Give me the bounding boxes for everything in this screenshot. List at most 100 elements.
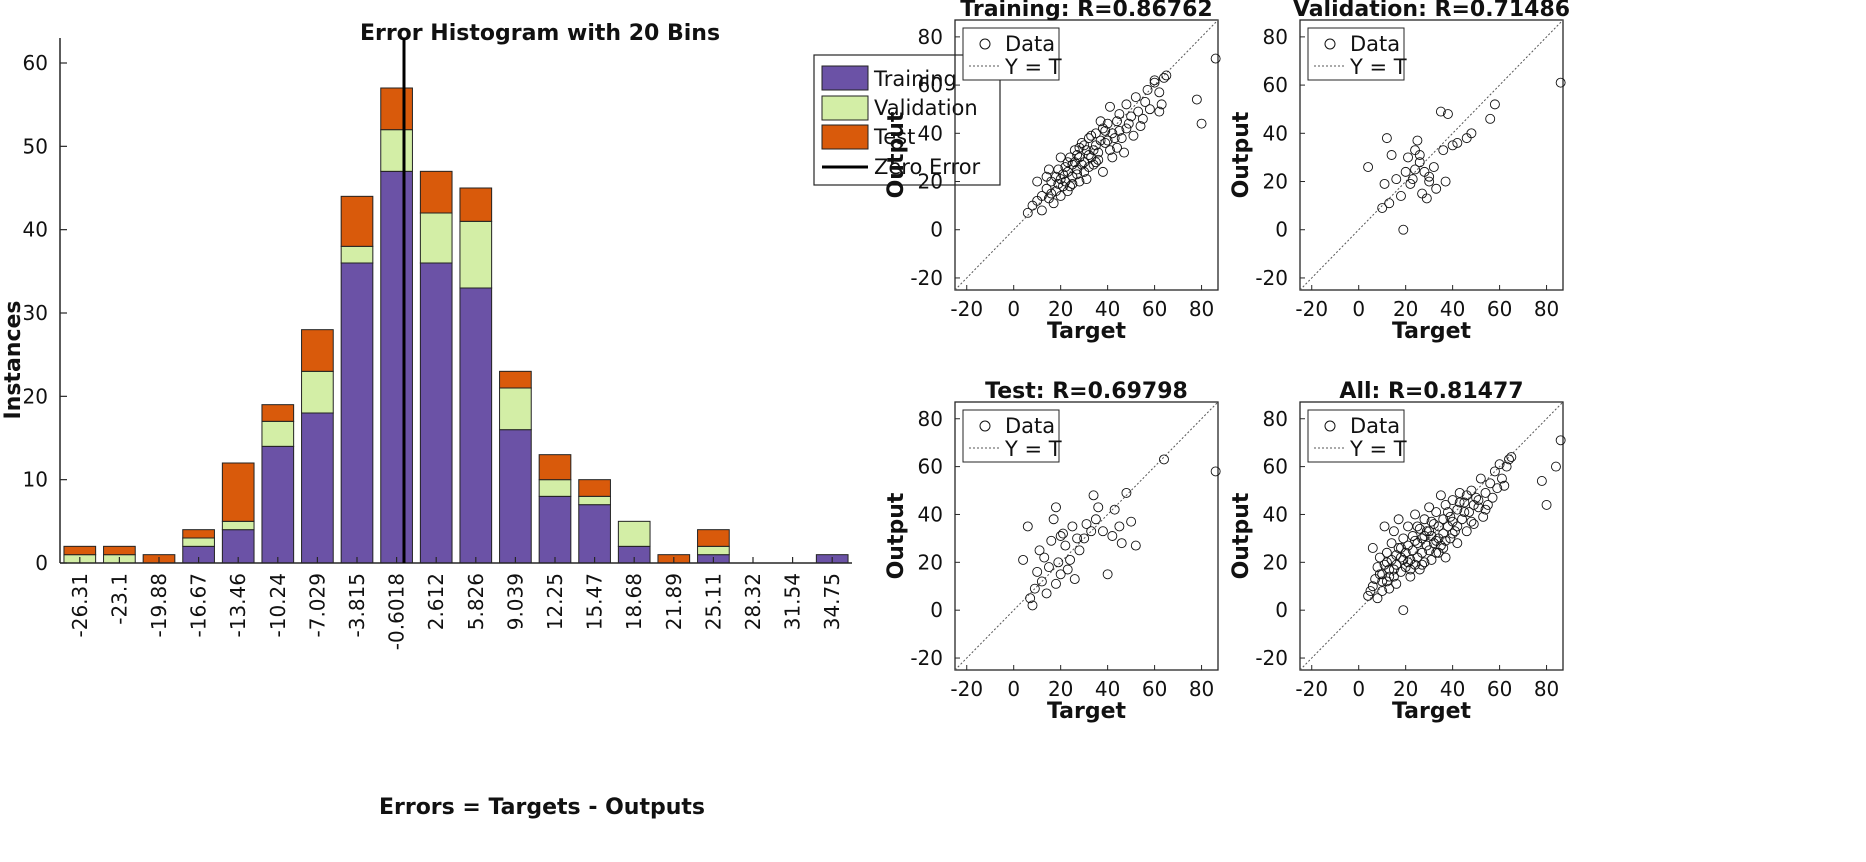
data-point — [1447, 140, 1458, 151]
x-tick-label: 40 — [1440, 297, 1465, 321]
data-point — [1090, 514, 1101, 525]
data-point — [1410, 164, 1421, 175]
y-tick-label: 60 — [1263, 455, 1288, 479]
data-point — [1405, 564, 1416, 575]
data-point — [1067, 521, 1078, 532]
x-tick-label: 40 — [1095, 677, 1120, 701]
y-tick-label: 10 — [23, 468, 48, 492]
data-point — [1156, 99, 1167, 110]
bar-test — [340, 195, 374, 247]
data-point — [1398, 554, 1409, 565]
legend-label-yt: Y = T — [1349, 55, 1407, 79]
x-tick-label: 0 — [1352, 297, 1365, 321]
y-tick-label: -20 — [1255, 646, 1288, 670]
x-tick-label: 40 — [1440, 677, 1465, 701]
data-point — [1438, 145, 1449, 156]
x-axis-label: Target — [1392, 699, 1472, 724]
x-tick-label: 15.47 — [583, 573, 607, 630]
data-point — [1461, 526, 1472, 537]
data-point — [1105, 101, 1115, 112]
x-tick-label: -19.88 — [147, 573, 171, 637]
legend-label-validation: Validation — [874, 96, 978, 120]
data-point — [1396, 543, 1406, 553]
data-point — [1426, 554, 1437, 565]
legend-data-marker — [979, 38, 991, 50]
data-point — [1074, 142, 1085, 153]
error-histogram: Error Histogram with 20 Bins 0 10 20 30 40 50… — [1, 21, 1001, 820]
data-point — [1079, 533, 1090, 544]
data-point — [1083, 150, 1094, 160]
data-point — [1377, 569, 1388, 580]
data-point — [1440, 552, 1451, 563]
data-point — [1377, 576, 1388, 587]
data-point — [1391, 550, 1402, 561]
x-tick-label: -3.815 — [345, 573, 369, 637]
y-tick-label: 20 — [918, 170, 943, 194]
x-tick-label: 20 — [1048, 297, 1073, 321]
y-tick-label: 0 — [930, 598, 943, 622]
data-point — [1410, 509, 1421, 520]
x-axis-label: Target — [1047, 319, 1127, 344]
data-point — [1065, 554, 1076, 565]
x-tick-label: 80 — [1534, 297, 1559, 321]
plot-frame — [954, 19, 1219, 291]
data-point — [1499, 480, 1510, 491]
data-point — [1381, 557, 1392, 568]
data-point — [1480, 487, 1491, 498]
data-point — [1048, 198, 1059, 209]
data-point — [1410, 535, 1421, 546]
data-point — [1095, 116, 1106, 127]
data-point — [1386, 150, 1397, 160]
bar-validation — [419, 212, 453, 264]
data-point — [1379, 521, 1390, 532]
legend-swatch-training — [821, 65, 869, 91]
data-point — [1100, 137, 1111, 148]
data-point — [1471, 492, 1482, 503]
data-point — [1112, 142, 1122, 153]
data-point — [1452, 504, 1463, 515]
data-point — [1384, 571, 1395, 582]
bar-validation — [340, 245, 374, 264]
bar-test — [63, 545, 97, 556]
data-point — [1210, 53, 1221, 64]
x-tick-label: -13.46 — [226, 573, 250, 637]
data-point — [1034, 545, 1045, 556]
data-point — [1487, 492, 1498, 503]
x-tick-label: 34.75 — [820, 573, 844, 630]
data-point — [1400, 562, 1411, 573]
data-point — [1114, 521, 1125, 532]
data-point — [1053, 557, 1064, 568]
y-tick-label: 20 — [918, 550, 943, 574]
data-point — [1482, 499, 1493, 510]
x-tick-label: 20 — [1393, 297, 1418, 321]
data-point — [1081, 145, 1092, 156]
bar-test — [261, 404, 295, 422]
data-point — [1454, 487, 1465, 498]
data-point — [1051, 578, 1061, 589]
y-tick-label: 40 — [23, 218, 48, 242]
data-point — [1417, 547, 1428, 558]
data-point — [1363, 590, 1374, 601]
x-tick-label: 60 — [1142, 677, 1167, 701]
data-point — [1424, 176, 1435, 187]
data-point — [1062, 157, 1073, 168]
data-point — [1396, 191, 1406, 201]
data-point — [1450, 526, 1460, 537]
x-tick-label: 25.11 — [701, 573, 725, 630]
data-point — [1494, 459, 1505, 470]
data-point — [1403, 521, 1413, 532]
y-axis-label: Output — [1229, 492, 1254, 579]
data-point — [1039, 552, 1050, 563]
legend-label-training: Training — [873, 67, 957, 91]
data-point — [1114, 109, 1125, 119]
x-tick-label: -20 — [950, 677, 983, 701]
data-point — [1419, 166, 1430, 177]
data-point — [1504, 454, 1514, 465]
data-point — [1475, 473, 1486, 484]
data-point — [1435, 490, 1446, 501]
data-point — [1036, 576, 1047, 587]
data-point — [1424, 545, 1435, 556]
data-point — [1121, 487, 1132, 498]
data-point — [1440, 535, 1451, 546]
data-point — [1107, 128, 1118, 139]
